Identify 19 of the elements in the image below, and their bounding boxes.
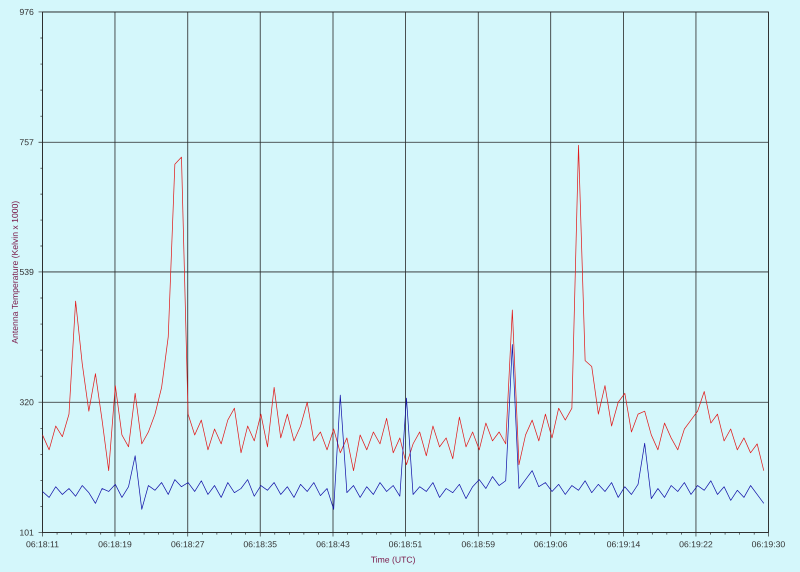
- x-axis-title: Time (UTC): [370, 556, 415, 564]
- y-tick-label: 320: [20, 399, 34, 406]
- y-tick-label: 101: [20, 529, 34, 536]
- x-tick-label: 06:18:19: [98, 541, 132, 548]
- x-tick-label: 06:18:35: [244, 541, 277, 548]
- y-axis-title: Antenna Temperature (Kelvin x 1000): [12, 201, 20, 344]
- x-tick-label: 06:19:06: [534, 541, 568, 548]
- x-tick-label: 06:18:11: [26, 541, 59, 548]
- x-tick-label: 06:19:30: [752, 541, 785, 548]
- line-series: [42, 144, 764, 471]
- x-tick-label: 06:18:59: [462, 541, 495, 548]
- x-tick-label: 06:18:27: [171, 541, 204, 548]
- x-tick-label: 06:19:22: [680, 541, 712, 548]
- y-tick-label: 539: [20, 268, 34, 275]
- y-tick-label: 757: [20, 139, 34, 146]
- x-tick-label: 06:18:51: [389, 541, 422, 548]
- y-tick-label: 976: [20, 8, 34, 15]
- x-tick-label: 06:19:14: [607, 541, 640, 548]
- x-tick-label: 06:18:43: [316, 541, 350, 548]
